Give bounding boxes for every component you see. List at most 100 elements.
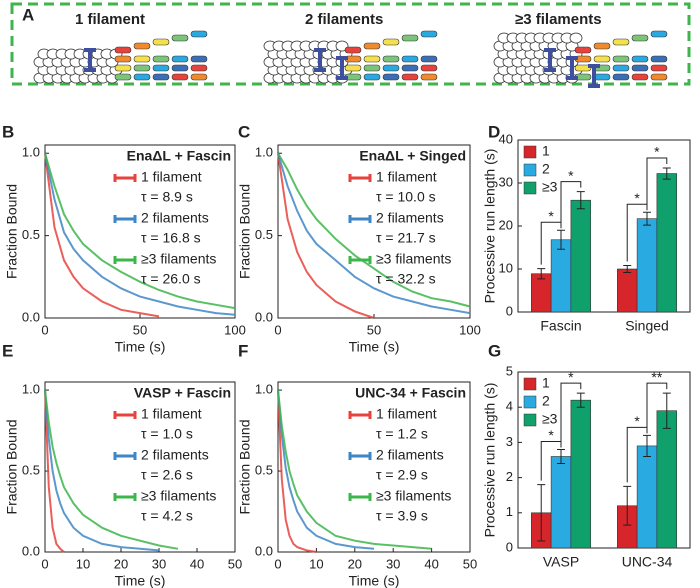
- legend-swatch: [523, 413, 537, 427]
- significance-bracket: [646, 382, 668, 432]
- survival-curve: [277, 153, 375, 319]
- ena-rod: [420, 64, 438, 72]
- ena-rod: [420, 55, 438, 63]
- legend-swatch: [523, 163, 537, 177]
- y-tick-label: 40: [499, 131, 513, 146]
- y-axis-label: Fraction Bound: [237, 184, 253, 279]
- tau-annotation: τ = 32.2 s: [376, 271, 436, 287]
- survival-curve: [44, 389, 179, 550]
- crosslinker: [84, 48, 96, 72]
- bar: [570, 399, 591, 549]
- x-tick-label: 100: [459, 322, 481, 337]
- ena-rod: [152, 55, 170, 63]
- ena-rod: [382, 38, 400, 46]
- ena-rod: [382, 73, 400, 81]
- cartoon-label: ≥3 filaments: [515, 11, 602, 28]
- x-tick-label: 100: [224, 322, 246, 337]
- legend-swatch: [348, 411, 372, 419]
- bar: [656, 410, 677, 549]
- survival-curve: [277, 152, 471, 308]
- bar: [550, 456, 572, 549]
- ena-rod: [650, 30, 668, 38]
- bar: [550, 239, 572, 313]
- ena-rod: [133, 55, 151, 63]
- x-tick-label: 20: [348, 556, 362, 571]
- significance-bracket: [560, 382, 582, 446]
- ena-rod: [650, 64, 668, 72]
- bar: [636, 218, 658, 313]
- y-tick-label: 4: [506, 399, 513, 414]
- ena-rod: [190, 30, 208, 38]
- legend-swatch: [113, 174, 137, 182]
- tau-annotation: τ = 3.9 s: [376, 508, 428, 524]
- legend-swatch: [348, 174, 372, 182]
- panel-label: D: [488, 122, 500, 141]
- x-tick-label: 50: [133, 322, 147, 337]
- error-bar: [576, 191, 585, 210]
- ena-rod: [631, 73, 649, 81]
- ena-rod: [401, 64, 419, 72]
- tau-annotation: τ = 2.6 s: [141, 467, 193, 483]
- category-label: Singed: [625, 318, 669, 334]
- significance-mark: **: [651, 369, 662, 385]
- error-bar: [576, 392, 585, 408]
- significance-mark: *: [634, 413, 640, 429]
- x-tick-label: 40: [424, 556, 438, 571]
- tau-annotation: τ = 8.9 s: [141, 189, 193, 205]
- ena-rod: [593, 42, 611, 50]
- y-tick-label: 0.0: [22, 543, 40, 558]
- ena-rod: [631, 55, 649, 63]
- x-tick-label: 0: [274, 322, 281, 337]
- bar: [656, 173, 677, 313]
- y-tick-label: 1: [506, 504, 513, 519]
- legend-swatch: [523, 181, 537, 195]
- panel-a-frame: [10, 2, 691, 86]
- legend-swatch: [113, 256, 137, 264]
- survival-curve: [44, 152, 236, 316]
- y-axis-label: Processive run length (s): [482, 383, 498, 538]
- y-tick-label: 1.0: [255, 145, 273, 160]
- error-bar: [662, 392, 671, 429]
- crosslinker: [544, 48, 556, 72]
- ena-rod: [363, 73, 381, 81]
- actin-subunit: [569, 32, 583, 44]
- y-tick-label: 30: [499, 174, 513, 189]
- legend-label: ≥3: [542, 179, 558, 195]
- category-label: Fascin: [540, 318, 581, 334]
- error-bar: [537, 268, 546, 280]
- error-bar: [623, 265, 632, 273]
- panel-title: EnaΔL + Singed: [359, 148, 466, 164]
- ena-rod: [133, 42, 151, 50]
- y-tick-label: 0.5: [255, 462, 273, 477]
- ena-rod: [114, 46, 132, 54]
- ena-rod: [152, 73, 170, 81]
- x-tick-label: 30: [152, 556, 166, 571]
- legend-swatch: [348, 493, 372, 501]
- y-tick-label: 0.0: [255, 309, 273, 324]
- significance-mark: *: [634, 190, 640, 206]
- y-tick-label: 3: [506, 434, 513, 449]
- legend-swatch: [113, 493, 137, 501]
- significance-mark: *: [654, 144, 660, 160]
- ena-rod: [401, 55, 419, 63]
- bar: [570, 199, 591, 313]
- y-tick-label: 0.5: [22, 227, 40, 242]
- ena-rod: [171, 73, 189, 81]
- ena-rod: [152, 64, 170, 72]
- error-bar: [643, 434, 651, 457]
- x-tick-label: 10: [309, 556, 323, 571]
- tau-annotation: τ = 4.2 s: [141, 508, 193, 524]
- legend-label: 2: [542, 161, 550, 177]
- legend-label: ≥3 filaments: [376, 251, 451, 267]
- ena-rod: [593, 55, 611, 63]
- ena-rod: [420, 30, 438, 38]
- significance-mark: *: [548, 427, 554, 443]
- legend-swatch: [113, 411, 137, 419]
- significance-mark: *: [548, 208, 554, 224]
- legend-label: ≥3 filaments: [141, 488, 216, 504]
- ena-rod: [631, 64, 649, 72]
- significance-bracket: [560, 181, 582, 227]
- y-tick-label: 0.5: [22, 462, 40, 477]
- y-tick-label: 20: [499, 217, 513, 232]
